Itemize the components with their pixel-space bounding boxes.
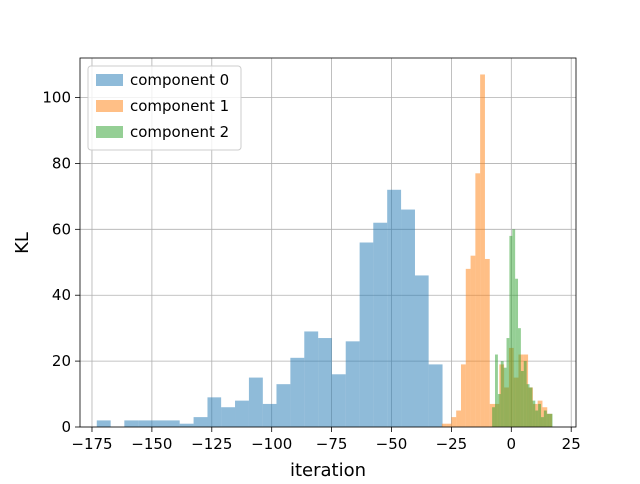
bar-s2-b11	[523, 361, 527, 427]
bar-s2-b0	[492, 407, 496, 427]
bar-s2-b19	[546, 413, 550, 427]
bar-s2-b3	[500, 361, 504, 427]
bar-s0-b16	[318, 338, 332, 427]
bar-s2-b1	[495, 354, 498, 427]
bar-s1-b9	[484, 258, 490, 427]
bar-s2-b2	[497, 394, 501, 427]
bar-s2-b17	[541, 417, 544, 427]
x-tick-label-5: −50	[376, 435, 408, 453]
legend-swatch-2	[96, 126, 123, 138]
x-tick-label-4: −75	[316, 435, 348, 453]
bar-s2-b6	[509, 235, 513, 427]
bar-s2-b10	[520, 370, 524, 427]
bar-s0-b13	[276, 384, 291, 427]
y-tick-label-0: 0	[61, 418, 71, 436]
legend-label-0: component 0	[130, 71, 229, 89]
bar-s0-b0	[96, 420, 111, 427]
bar-s0-b24	[428, 364, 443, 427]
bar-s2-b12	[526, 384, 530, 427]
y-tick-label-1: 20	[52, 352, 71, 370]
x-tick-label-7: 0	[507, 435, 517, 453]
bar-s2-b14	[532, 400, 536, 427]
bar-s0-b14	[290, 357, 305, 427]
x-tick-label-6: −25	[436, 435, 468, 453]
bar-s0-b12	[262, 403, 277, 427]
bar-s0-b21	[387, 189, 402, 427]
bar-s2-b13	[529, 387, 533, 427]
bar-s0-b20	[373, 222, 388, 427]
y-axis-title: KL	[12, 232, 33, 254]
x-tick-label-1: −150	[131, 435, 172, 453]
legend-swatch-1	[96, 100, 123, 112]
x-tick-label-3: −100	[251, 435, 292, 453]
x-axis-title: iteration	[290, 460, 366, 480]
y-tick-label-5: 100	[42, 89, 71, 107]
axes-frame	[79, 57, 577, 428]
bar-s0-b2	[124, 420, 139, 427]
bar-s1-b8	[480, 74, 485, 428]
bar-s0-b3	[138, 420, 153, 427]
legend-label-1: component 1	[130, 97, 229, 115]
bar-s0-b9	[221, 407, 236, 427]
bar-s0-b5	[166, 420, 180, 427]
bar-s1-b0	[441, 423, 447, 427]
axis-ticks: −175 −150 −125 −100 −75 −50 −25 0 25 0 20 40 60 80 100	[42, 89, 580, 453]
legend-box	[87, 65, 242, 151]
bar-s1-b2	[451, 417, 457, 427]
bar-s2-b9	[518, 328, 521, 427]
bar-s0-b11	[248, 377, 263, 427]
x-tick-label-8: 25	[562, 435, 581, 453]
bar-s0-b10	[235, 400, 249, 427]
x-tick-label-0: −175	[71, 435, 112, 453]
y-tick-label-3: 60	[52, 220, 71, 238]
bar-s2-b18	[543, 410, 547, 427]
bar-s1-b7	[475, 173, 481, 427]
bar-s0-b22	[401, 209, 415, 427]
bar-s0-b7	[193, 417, 208, 427]
bar-s1-b1	[446, 423, 452, 427]
legend-swatch-0	[96, 74, 123, 86]
bar-s2-b8	[515, 278, 519, 427]
legend: component 0 component 1 component 2	[87, 65, 242, 151]
bar-s0-b4	[152, 420, 167, 427]
bar-s0-b18	[345, 341, 360, 427]
bar-s1-b3	[456, 410, 461, 427]
bar-s0-b15	[304, 331, 319, 427]
bar-s0-b19	[359, 242, 374, 427]
bar-s2-b16	[538, 403, 542, 427]
histogram-bars	[96, 74, 553, 428]
bar-s0-b6	[179, 423, 194, 427]
bar-s2-b4	[503, 367, 507, 427]
bar-s1-b6	[470, 255, 476, 427]
bar-s2-b20	[549, 413, 553, 427]
bar-s0-b17	[331, 374, 346, 427]
bar-s2-b7	[512, 229, 516, 427]
x-tick-label-2: −125	[191, 435, 232, 453]
bar-s1-b4	[460, 364, 466, 427]
bar-s2-b5	[506, 338, 510, 427]
y-tick-label-4: 80	[52, 154, 71, 172]
axes-border	[79, 57, 577, 428]
bar-s0-b8	[207, 397, 222, 427]
y-tick-label-2: 40	[52, 286, 71, 304]
legend-label-2: component 2	[130, 123, 229, 141]
bar-s1-b5	[465, 268, 471, 427]
bar-s0-b23	[414, 275, 429, 427]
bar-s2-b15	[535, 410, 539, 427]
